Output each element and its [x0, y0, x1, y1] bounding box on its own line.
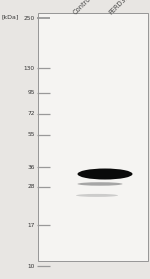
Text: 130: 130: [24, 66, 35, 71]
Text: 95: 95: [27, 90, 35, 95]
Text: [kDa]: [kDa]: [2, 14, 19, 19]
Bar: [38, 13, 148, 261]
Text: 72: 72: [27, 111, 35, 116]
Text: 36: 36: [28, 165, 35, 170]
Ellipse shape: [78, 169, 132, 179]
Text: 10: 10: [28, 263, 35, 268]
Ellipse shape: [78, 182, 123, 186]
Text: 55: 55: [27, 132, 35, 137]
Text: 17: 17: [28, 223, 35, 228]
Text: FERD3L: FERD3L: [108, 0, 130, 16]
Text: 28: 28: [27, 184, 35, 189]
Ellipse shape: [76, 194, 118, 197]
Text: Control: Control: [72, 0, 93, 16]
Text: 250: 250: [24, 16, 35, 20]
